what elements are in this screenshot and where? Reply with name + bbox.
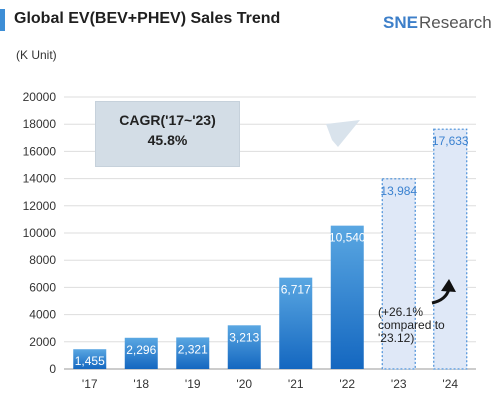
- value-labels: 1,455 2,296 2,321 3,213 6,717 10,540 13,984 17,…: [75, 134, 469, 368]
- forecast-bar: [381, 178, 416, 370]
- y-axis-ticks: 0 2000 4000 6000 8000 10000 12000 14000 16000 180…: [23, 90, 57, 376]
- bar: [73, 349, 107, 369]
- bar-value-label: 13,984: [380, 184, 417, 198]
- x-tick-label: '23: [391, 377, 407, 391]
- logo-sne-text: SNE: [383, 13, 418, 32]
- bar: [176, 337, 210, 369]
- cagr-label: CAGR('17~'23): [119, 112, 216, 128]
- y-tick-label: 8000: [29, 253, 56, 267]
- y-tick-label: 16000: [23, 144, 57, 158]
- x-tick-label: '21: [288, 377, 304, 391]
- x-tick-label: '20: [236, 377, 252, 391]
- x-tick-label: '18: [133, 377, 149, 391]
- cagr-value: 45.8%: [147, 132, 188, 148]
- y-tick-label: 0: [49, 362, 56, 376]
- growth-arrow-icon: [118, 120, 360, 196]
- curved-arrow-head-icon: [441, 279, 456, 292]
- chart-title: Global EV(BEV+PHEV) Sales Trend: [14, 10, 281, 27]
- bar: [279, 277, 313, 369]
- x-tick-label: '22: [339, 377, 355, 391]
- y-tick-label: 20000: [23, 90, 57, 104]
- x-axis-ticks: '17 '18 '19 '20 '21 '22 '23 '24: [82, 377, 458, 391]
- cagr-callout: CAGR('17~'23) 45.8%: [95, 101, 240, 167]
- x-tick-label: '19: [185, 377, 201, 391]
- bar-value-label: 17,633: [432, 134, 469, 148]
- x-tick-label: '17: [82, 377, 98, 391]
- growth-note: (+26.1% compared to '23.12): [378, 305, 445, 345]
- bar-value-label: 6,717: [281, 283, 311, 297]
- bars: [73, 128, 468, 370]
- unit-label: (K Unit): [16, 48, 57, 62]
- logo-research-text: Research: [418, 13, 492, 32]
- y-tick-label: 2000: [29, 335, 56, 349]
- bar-value-label: 2,321: [178, 342, 208, 356]
- y-tick-label: 4000: [29, 308, 56, 322]
- x-tick-label: '24: [442, 377, 458, 391]
- y-tick-label: 6000: [29, 280, 56, 294]
- bar: [330, 225, 364, 369]
- bar-value-label: 3,213: [229, 330, 259, 344]
- bar: [227, 325, 261, 369]
- sne-research-logo: SNEResearch: [383, 13, 492, 33]
- bar: [124, 337, 158, 369]
- y-tick-label: 14000: [23, 172, 57, 186]
- bar-value-label: 1,455: [75, 354, 105, 368]
- bar-value-label: 10,540: [329, 231, 366, 245]
- bar-value-label: 2,296: [126, 343, 156, 357]
- forecast-bar: [433, 128, 468, 370]
- title-accent-bar: [0, 9, 5, 31]
- y-tick-label: 10000: [23, 226, 57, 240]
- y-tick-label: 12000: [23, 199, 57, 213]
- y-tick-label: 18000: [23, 117, 57, 131]
